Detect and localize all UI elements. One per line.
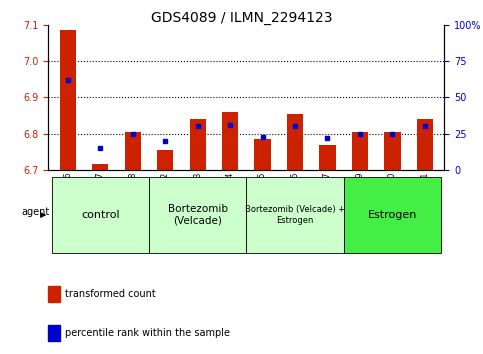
- Bar: [222, 112, 238, 170]
- Text: Estrogen: Estrogen: [368, 210, 417, 220]
- Bar: [60, 30, 76, 170]
- Bar: [384, 132, 400, 170]
- Text: GDS4089 / ILMN_2294123: GDS4089 / ILMN_2294123: [151, 11, 332, 25]
- Bar: [189, 119, 206, 170]
- Text: Bortezomib (Velcade) +
Estrogen: Bortezomib (Velcade) + Estrogen: [245, 205, 345, 225]
- Bar: [319, 144, 336, 170]
- Bar: [417, 119, 433, 170]
- Text: percentile rank within the sample: percentile rank within the sample: [65, 328, 230, 338]
- Bar: [157, 150, 173, 170]
- Bar: [92, 165, 108, 170]
- Text: control: control: [81, 210, 120, 220]
- Text: Bortezomib
(Velcade): Bortezomib (Velcade): [168, 204, 227, 226]
- Bar: [287, 114, 303, 170]
- Text: transformed count: transformed count: [65, 289, 156, 299]
- Bar: [352, 132, 368, 170]
- Bar: [255, 139, 270, 170]
- Text: agent: agent: [22, 206, 50, 217]
- Bar: [125, 132, 141, 170]
